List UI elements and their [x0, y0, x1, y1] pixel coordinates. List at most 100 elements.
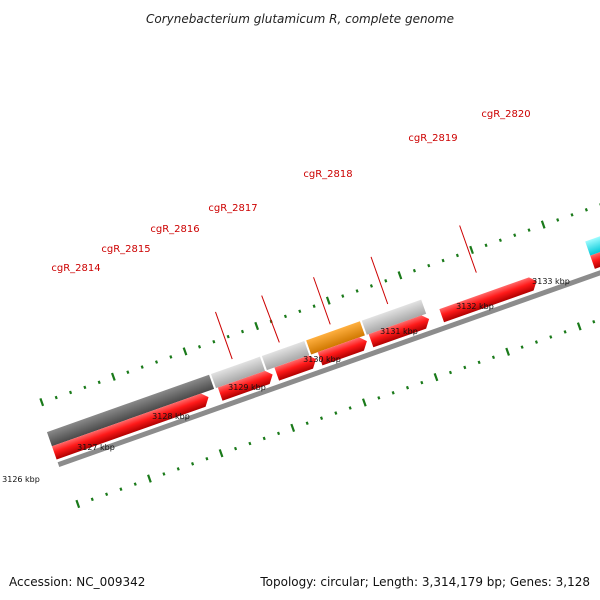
outer-tick-minor	[283, 314, 288, 319]
outer-tick-minor	[298, 309, 302, 314]
outer-tick-minor	[455, 253, 459, 258]
inner-tick-minor	[405, 385, 410, 390]
accession-text: Accession: NC_009342	[9, 575, 145, 589]
inner-tick-minor	[377, 396, 381, 400]
inner-tick-minor	[448, 370, 453, 375]
outer-tick-minor	[427, 263, 431, 268]
cgR_2818-leader	[459, 225, 477, 273]
inner-tick-minor	[277, 431, 281, 436]
gene-label-cgR_2820[interactable]: cgR_2820	[481, 109, 530, 120]
outer-tick-minor	[54, 395, 58, 400]
gene-cgR_2817-feature[interactable]	[361, 299, 427, 335]
outer-tick-minor	[556, 218, 560, 222]
inner-tick-minor	[234, 446, 238, 451]
inner-tick-major	[147, 474, 152, 483]
outer-tick-minor	[412, 268, 416, 273]
outer-tick-minor	[369, 284, 373, 288]
inner-tick-minor	[477, 360, 481, 365]
outer-tick-minor	[513, 233, 517, 237]
map-title: Corynebacterium glutamicum R, complete g…	[146, 12, 454, 26]
outer-tick-minor	[484, 243, 488, 248]
genome-summary-text: Topology: circular; Length: 3,314,179 bp…	[259, 575, 590, 589]
outer-tick-major	[397, 271, 403, 280]
outer-tick-minor	[384, 279, 388, 283]
gene-cgR_2815-forward-arrow[interactable]	[274, 353, 318, 381]
inner-tick-major	[361, 398, 367, 407]
outer-tick-minor	[570, 213, 574, 217]
inner-tick-major	[576, 322, 582, 331]
inner-tick-minor	[334, 411, 338, 415]
cgR_2817-leader	[370, 256, 389, 305]
cgR_2816-leader	[313, 277, 331, 325]
kbp-label-3131: 3131 kbp	[380, 327, 418, 336]
inner-tick-minor	[420, 380, 424, 385]
inner-tick-major	[75, 499, 81, 509]
outer-tick-minor	[226, 334, 230, 339]
outer-tick-minor	[312, 304, 316, 308]
gene-cgR_2813-forward-arrow[interactable]	[51, 392, 211, 460]
outer-tick-minor	[140, 365, 144, 369]
gene-cgR_2817-forward-arrow[interactable]	[368, 313, 432, 348]
gene-label-cgR_2816[interactable]: cgR_2816	[150, 224, 199, 235]
outer-tick-minor	[154, 360, 159, 364]
outer-tick-minor	[126, 370, 130, 374]
inner-tick-minor	[162, 472, 166, 476]
cgR_2815-leader	[261, 295, 280, 343]
outer-tick-minor	[83, 385, 87, 390]
kbp-label-3130: 3130 kbp	[303, 355, 341, 364]
gene-cgR_2814-forward-arrow[interactable]	[217, 369, 275, 401]
kbp-label-3128: 3128 kbp	[152, 412, 190, 421]
outer-tick-minor	[584, 208, 588, 212]
gene-cgR_2819-feature[interactable]	[585, 206, 600, 256]
inner-tick-major	[505, 347, 510, 356]
gene-cgR_2815-feature[interactable]	[261, 340, 310, 371]
inner-tick-major	[433, 372, 439, 382]
gene-label-cgR_2814[interactable]: cgR_2814	[51, 263, 100, 274]
gene-label-cgR_2819[interactable]: cgR_2819	[408, 133, 457, 144]
inner-tick-minor	[549, 335, 553, 339]
outer-tick-minor	[212, 339, 216, 344]
gene-cgR_2813-feature[interactable]	[46, 374, 215, 447]
outer-tick-minor	[341, 294, 345, 298]
inner-tick-minor	[391, 391, 395, 395]
outer-tick-minor	[97, 380, 101, 385]
gene-label-cgR_2815[interactable]: cgR_2815	[101, 244, 150, 255]
inner-tick-minor	[534, 340, 538, 344]
inner-tick-minor	[520, 345, 524, 349]
outer-tick-minor	[69, 390, 73, 395]
inner-tick-minor	[105, 492, 109, 497]
inner-tick-minor	[491, 355, 496, 360]
inner-tick-minor	[133, 482, 137, 486]
gene-cgR_2818-forward-arrow[interactable]	[439, 275, 539, 323]
outer-tick-minor	[240, 329, 245, 334]
inner-tick-minor	[305, 421, 309, 426]
inner-tick-major	[218, 449, 224, 458]
inner-tick-minor	[348, 406, 352, 410]
inner-tick-minor	[319, 416, 324, 420]
inner-tick-minor	[262, 436, 266, 441]
gene-cgR_2816-forward-arrow[interactable]	[317, 335, 370, 366]
outer-tick-minor	[197, 345, 202, 349]
inner-tick-minor	[176, 467, 180, 471]
gene-cgR_2816-feature[interactable]	[306, 321, 365, 355]
outer-tick-major	[540, 220, 546, 229]
gene-cgR_2814-feature[interactable]	[210, 356, 265, 389]
outer-tick-major	[110, 372, 116, 381]
outer-tick-major	[469, 245, 474, 255]
inner-tick-minor	[90, 497, 94, 502]
inner-tick-minor	[592, 319, 596, 324]
inner-tick-row	[75, 319, 596, 509]
kbp-label-3133: 3133 kbp	[532, 277, 570, 286]
gene-label-cgR_2817[interactable]: cgR_2817	[208, 203, 257, 214]
track	[39, 178, 600, 509]
kbp-label-3126: 3126 kbp	[2, 475, 40, 484]
outer-tick-major	[39, 397, 45, 407]
kbp-label-3127: 3127 kbp	[77, 443, 115, 452]
cgR_2814-leader	[215, 311, 233, 360]
inner-tick-minor	[463, 365, 467, 370]
inner-tick-minor	[248, 441, 252, 446]
outer-tick-major	[325, 296, 331, 305]
gene-label-cgR_2818[interactable]: cgR_2818	[303, 169, 352, 180]
outer-tick-minor	[441, 258, 445, 263]
